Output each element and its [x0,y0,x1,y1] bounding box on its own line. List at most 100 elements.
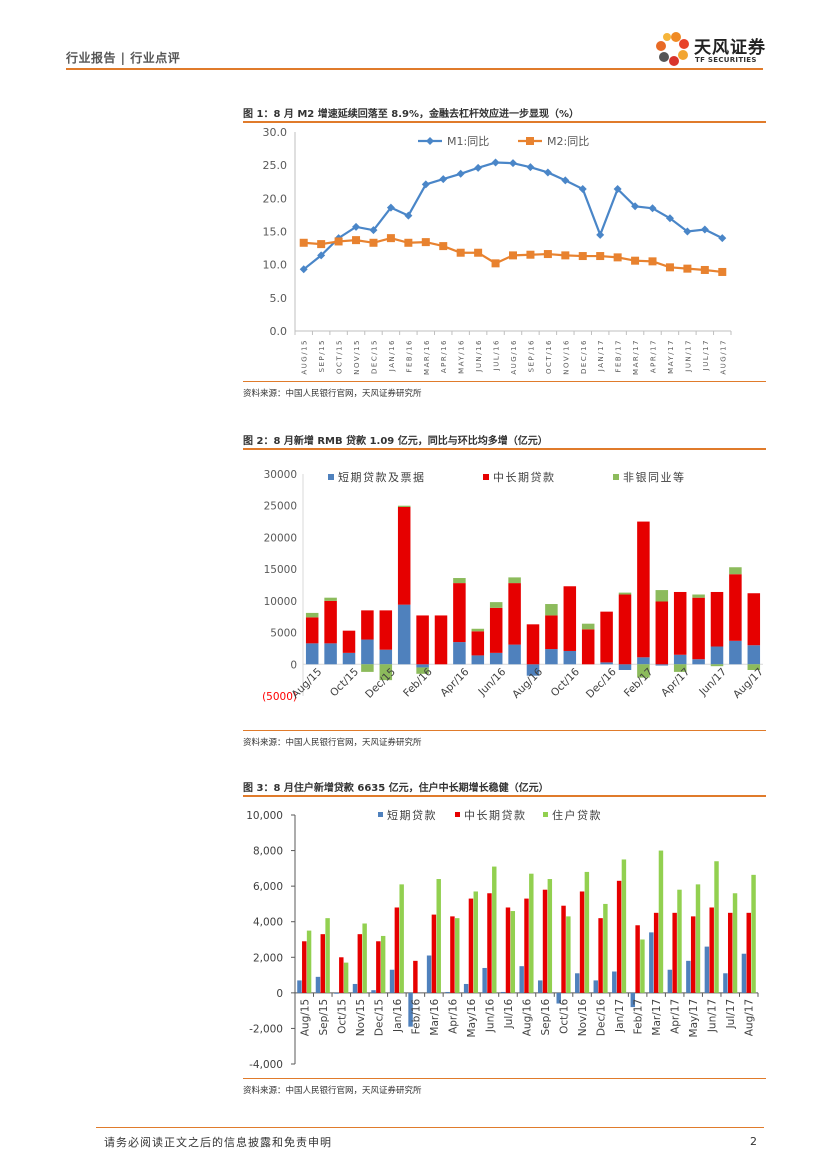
x-tick-label: NOV/15 [353,339,361,375]
bar [473,891,478,993]
data-point [613,253,622,262]
x-tick-label: Nov/16 [577,999,589,1037]
y-tick-label: 25000 [264,501,297,513]
y-tick-label: 6,000 [253,881,283,893]
x-tick-label: FEB/17 [615,339,623,373]
bar [357,934,363,993]
x-tick-label: Jun/16 [484,999,496,1034]
bar-segment [637,657,650,665]
x-tick-label: MAR/16 [423,339,431,375]
y-tick-label: -2,000 [249,1023,283,1035]
x-tick-label: Nov/15 [355,999,367,1036]
bar-segment [324,643,337,665]
x-tick-label: OCT/15 [336,339,344,374]
bar [741,953,747,993]
bar [649,932,654,993]
legend-label: 住户贷款 [552,808,602,822]
data-point [299,265,308,274]
bar [723,973,728,993]
figure-3-bottom-rule [243,1078,766,1079]
bar [537,980,543,993]
bar-segment [489,602,503,608]
y-tick-label: 15000 [264,564,297,576]
data-point [543,250,552,259]
bar-segment [747,664,761,670]
x-tick-label: APR/17 [650,339,658,373]
x-tick-label: Oct/16 [559,999,571,1034]
logo-flower-icon [656,32,689,66]
legend-label: 中长期贷款 [464,808,527,822]
bar-segment [342,630,356,653]
x-tick-label: Feb/17 [633,999,645,1035]
x-tick-label: JUN/17 [684,339,692,373]
y-tick-label: -4,000 [249,1059,283,1071]
bar [635,925,640,993]
bar [575,973,580,993]
bar-segment [545,649,558,665]
bar-segment [563,650,577,665]
bar-segment [618,592,632,595]
bar [695,884,701,993]
bar-segment [342,652,356,665]
data-point [631,202,640,211]
bar-segment [545,604,558,616]
bar [603,903,608,993]
y-tick-label: 30.0 [263,126,288,139]
y-tick-label: 25.0 [263,159,288,172]
y-tick-label: 8,000 [253,846,283,858]
data-point [317,251,326,260]
data-point [631,256,640,265]
bar-segment [324,597,337,601]
bar-segment [673,654,687,665]
bar [566,916,571,993]
figure-2-source: 资料来源：中国人民银行官网，天风证券研究所 [243,738,422,748]
x-tick-label: FEB/16 [405,339,413,373]
data-point [474,248,483,257]
bar [306,930,312,993]
x-tick-label: Mar/16 [429,999,441,1036]
bar-segment [508,644,521,665]
bar-segment [305,643,319,665]
figure-1-source: 资料来源：中国人民银行官网，天风证券研究所 [243,389,422,399]
bar-segment [710,591,724,647]
x-tick-label: Jun/17 [696,666,729,699]
bar [492,866,497,993]
data-point [718,267,727,276]
bar [746,912,751,993]
bar [727,912,733,993]
figure-3-title: 图 3：8 月住户新增贷款 6635 亿元，住户中长期增长稳健（亿元） [243,783,549,794]
bar-segment [673,591,687,655]
y-tick-label: 2,000 [253,952,283,964]
bar [426,955,432,993]
y-tick-label: 10,000 [246,810,283,822]
x-tick-label: JUL/16 [493,339,501,371]
bar [413,960,418,993]
bar [658,850,664,993]
x-tick-label: Aug/17 [744,999,756,1036]
data-point [404,211,413,220]
bar-segment [581,629,595,665]
bar [584,871,590,993]
data-point [421,238,430,247]
bar-segment [545,615,558,650]
figure-3-source: 资料来源：中国人民银行官网，天风证券研究所 [243,1086,422,1096]
data-point [700,225,709,234]
bar-segment [600,662,613,665]
x-tick-label: AUG/15 [301,339,309,375]
y-tick-label: 30000 [264,469,297,481]
bar [630,992,636,1008]
figure-1-bottom-rule [243,381,766,382]
bar-segment [655,590,669,602]
x-tick-label: Dec/15 [373,999,385,1036]
data-point [386,234,395,243]
x-tick-label: Feb/16 [410,999,422,1035]
data-point [352,236,361,245]
bar [445,991,450,993]
bar [751,874,756,993]
figure-3-rule [243,795,766,797]
data-point [718,234,727,243]
bar [352,983,358,993]
bar-segment [692,594,705,598]
bar-segment [397,505,411,507]
bar-segment [563,586,577,651]
